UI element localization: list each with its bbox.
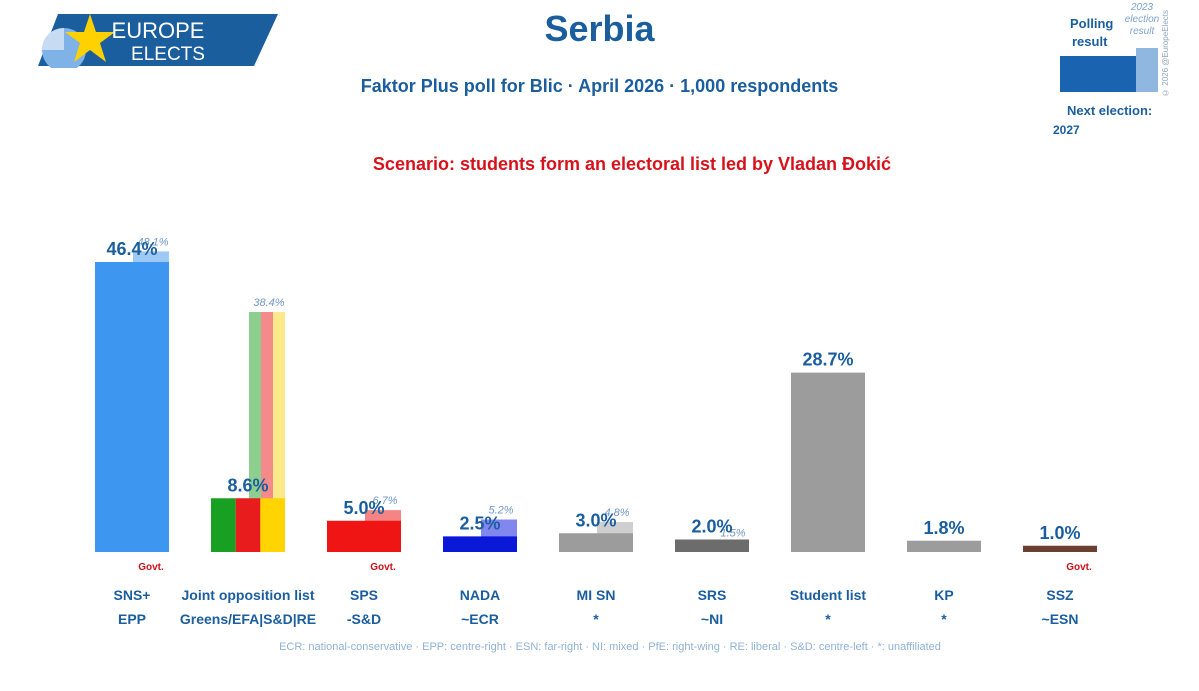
party-name-student-list: Student list bbox=[790, 587, 867, 603]
value-label-mi-sn: 3.0% bbox=[575, 510, 616, 530]
bar-chart: 48.1%46.4% Govt. SNS+ EPP 38.4% 8.6% Joint opp… bbox=[95, 236, 1097, 627]
bar-joint-opposition-list bbox=[260, 498, 285, 552]
party-group-srs: ~NI bbox=[701, 611, 723, 627]
value-label-nada: 2.5% bbox=[459, 513, 500, 533]
legend-next-election-year: 2027 bbox=[1053, 123, 1080, 137]
prev-value-label-nada: 5.2% bbox=[488, 505, 513, 517]
prev-value-label-joint-opposition-list: 38.4% bbox=[253, 297, 284, 309]
prev-bar-joint-opposition-list bbox=[273, 312, 285, 552]
govt-label-ssz: Govt. bbox=[1066, 562, 1092, 573]
govt-label-sps: Govt. bbox=[370, 562, 396, 573]
party-group-student-list: * bbox=[825, 611, 831, 627]
party-group-mi-sn: * bbox=[593, 611, 599, 627]
bar-kp bbox=[907, 540, 981, 552]
legend-next-election-label: Next election: bbox=[1067, 103, 1153, 118]
prev-bar-joint-opposition-list bbox=[261, 312, 273, 552]
bar-joint-opposition-list bbox=[235, 498, 261, 552]
party-name-sps: SPS bbox=[350, 587, 378, 603]
party-name-mi-sn: MI SN bbox=[577, 587, 616, 603]
govt-label-sns-: Govt. bbox=[138, 562, 164, 573]
logo-text-line2: ELECTS bbox=[131, 44, 205, 65]
bar-ssz bbox=[1023, 545, 1097, 552]
poll-subtitle: Faktor Plus poll for Blic · April 2026 ·… bbox=[360, 76, 839, 96]
scenario-text: Scenario: students form an electoral lis… bbox=[372, 154, 892, 174]
bar-nada bbox=[443, 536, 517, 552]
logo-text-line1: EUROPE bbox=[112, 18, 205, 43]
legend-prev-bar bbox=[1136, 48, 1158, 92]
party-group-nada: ~ECR bbox=[461, 611, 499, 627]
value-label-ssz: 1.0% bbox=[1039, 523, 1080, 543]
value-label-sns-: 46.4% bbox=[106, 239, 157, 259]
europe-elects-logo: EUROPE ELECTS bbox=[38, 14, 278, 68]
value-label-student-list: 28.7% bbox=[802, 350, 853, 370]
bar-student-list bbox=[791, 372, 865, 552]
value-label-sps: 5.0% bbox=[343, 498, 384, 518]
legend-poll-bar bbox=[1060, 56, 1136, 92]
legend-polling-line2: result bbox=[1072, 34, 1108, 49]
party-name-ssz: SSZ bbox=[1046, 587, 1074, 603]
party-name-joint-opposition-list: Joint opposition list bbox=[182, 587, 315, 603]
prev-value-label-sns-: 48.1% bbox=[137, 236, 168, 248]
value-label-joint-opposition-list: 8.6% bbox=[227, 475, 268, 495]
footnote-legend: ECR: national-conservative · EPP: centre… bbox=[279, 641, 941, 653]
legend-prev-label: 2023 election result bbox=[1124, 2, 1160, 37]
value-label-kp: 1.8% bbox=[923, 518, 964, 538]
party-group-joint-opposition-list: Greens/EFA|S&D|RE bbox=[180, 611, 316, 627]
legend-box: Polling result 2023 election result © 20… bbox=[1050, 0, 1199, 140]
bar-sps bbox=[327, 520, 401, 552]
bar-sns- bbox=[95, 262, 169, 552]
party-name-srs: SRS bbox=[698, 587, 727, 603]
page-title: Serbia bbox=[544, 8, 655, 49]
party-group-sps: -S&D bbox=[347, 611, 381, 627]
prev-bar-joint-opposition-list bbox=[249, 312, 261, 552]
prev-value-label-mi-sn: 4.8% bbox=[604, 507, 629, 519]
bar-mi-sn bbox=[559, 533, 633, 552]
legend-copyright: © 2026 @EuropeElects bbox=[1161, 10, 1170, 97]
bar-joint-opposition-list bbox=[211, 498, 236, 552]
prev-value-label-srs: 1.5% bbox=[720, 528, 745, 540]
party-group-kp: * bbox=[941, 611, 947, 627]
party-name-kp: KP bbox=[934, 587, 953, 603]
party-group-ssz: ~ESN bbox=[1042, 611, 1079, 627]
party-group-sns-: EPP bbox=[118, 611, 146, 627]
party-name-nada: NADA bbox=[460, 587, 500, 603]
prev-value-label-sps: 6.7% bbox=[372, 495, 397, 507]
legend-polling-line1: Polling bbox=[1070, 16, 1114, 31]
value-label-srs: 2.0% bbox=[691, 517, 732, 537]
logo-star-icon bbox=[65, 14, 115, 62]
party-name-sns-: SNS+ bbox=[114, 587, 151, 603]
bar-srs bbox=[675, 539, 749, 552]
